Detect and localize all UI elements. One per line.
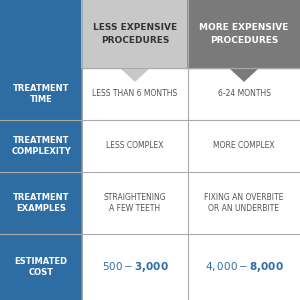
- Bar: [188, 0, 300, 68]
- Text: $4,000-$8,000: $4,000-$8,000: [205, 260, 284, 274]
- Text: LESS EXPENSIVE
PROCEDURES: LESS EXPENSIVE PROCEDURES: [93, 23, 177, 45]
- Text: $500-$3,000: $500-$3,000: [102, 260, 168, 274]
- Text: MORE EXPENSIVE
PROCEDURES: MORE EXPENSIVE PROCEDURES: [199, 23, 289, 45]
- Text: TREATMENT
EXAMPLES: TREATMENT EXAMPLES: [13, 193, 69, 213]
- Text: FIXING AN OVERBITE
OR AN UNDERBITE: FIXING AN OVERBITE OR AN UNDERBITE: [204, 193, 284, 213]
- Text: TREATMENT
TIME: TREATMENT TIME: [13, 84, 69, 104]
- Text: MORE COMPLEX: MORE COMPLEX: [213, 142, 275, 151]
- Text: 6-24 MONTHS: 6-24 MONTHS: [218, 89, 271, 98]
- Bar: [0, 0, 82, 300]
- Text: LESS COMPLEX: LESS COMPLEX: [106, 142, 164, 151]
- Text: LESS THAN 6 MONTHS: LESS THAN 6 MONTHS: [92, 89, 178, 98]
- Bar: [82, 0, 300, 300]
- Polygon shape: [188, 0, 300, 81]
- Text: ESTIMATED
COST: ESTIMATED COST: [14, 256, 68, 278]
- Text: TREATMENT
COMPLEXITY: TREATMENT COMPLEXITY: [11, 136, 71, 156]
- Polygon shape: [82, 0, 188, 81]
- Text: STRAIGHTENING
A FEW TEETH: STRAIGHTENING A FEW TEETH: [104, 193, 166, 213]
- Bar: [82, 0, 188, 68]
